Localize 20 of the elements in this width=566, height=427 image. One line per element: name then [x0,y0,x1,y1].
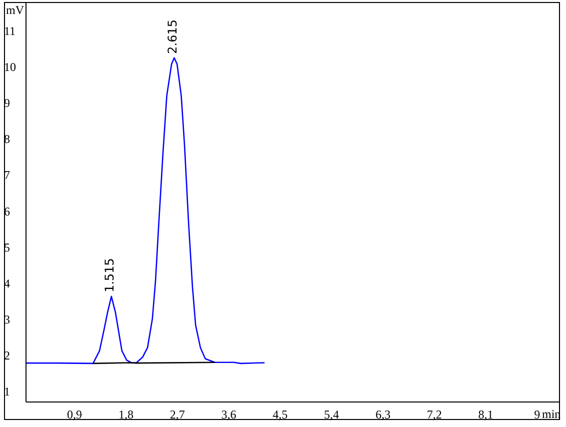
x-tick-label: 4,5 [272,408,288,422]
y-axis-title: mV [6,3,24,17]
x-tick-label: 9 [534,408,540,422]
y-tick-label: 1 [4,384,10,398]
y-tick-label: 2 [4,348,10,362]
annotation: 1.515 [102,258,117,292]
line-series [26,57,266,364]
y-tick-label: 11 [4,24,16,38]
x-tick-label: 7,2 [426,408,442,422]
x-tick-label: 5,4 [324,408,340,422]
x-tick-label: 6,3 [375,408,390,422]
x-tick-label: 3,6 [221,408,236,422]
annotation: 2.615 [165,19,180,54]
x-tick-label: 0,9 [67,408,82,422]
x-tick-label: 2,7 [170,408,185,422]
y-tick-label: 10 [4,60,16,74]
x-tick-label: 1,8 [118,408,134,422]
y-tick-label: 5 [4,240,10,254]
x-tick-label: 8,1 [478,408,494,422]
y-tick-label: 7 [4,168,10,182]
